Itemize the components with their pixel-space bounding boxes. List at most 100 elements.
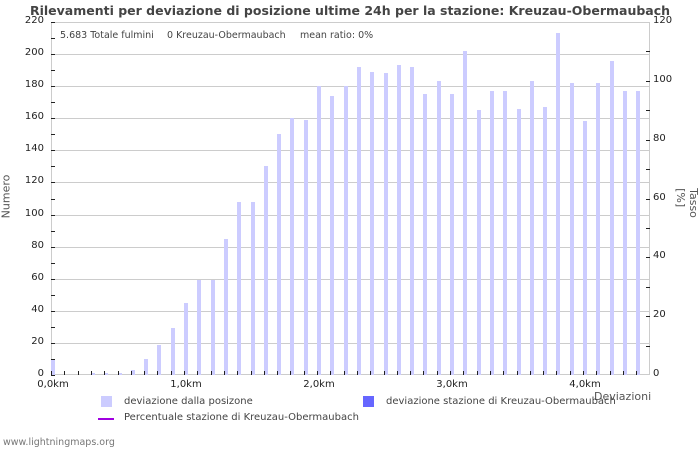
x-tick-mark	[184, 371, 185, 375]
x-tick-mark	[344, 371, 345, 375]
bar	[131, 370, 135, 375]
x-tick-mark	[623, 371, 624, 375]
bar	[251, 202, 255, 375]
bar	[317, 86, 321, 375]
y-tick-label-right: 60	[653, 192, 666, 203]
y-minor-tick	[51, 327, 55, 328]
y-minor-tick	[51, 231, 55, 232]
y-minor-tick	[51, 38, 55, 39]
bar	[423, 94, 427, 375]
bar	[477, 110, 481, 375]
x-tick-mark	[384, 371, 385, 375]
x-axis-label: Deviazioni	[594, 390, 652, 403]
y-tick-label-left: 100	[24, 208, 44, 219]
x-tick-mark	[171, 371, 172, 375]
gridline	[51, 54, 650, 55]
y-tick-label-left: 140	[24, 143, 44, 154]
bar	[211, 280, 215, 375]
x-tick-label: 1,0km	[170, 379, 202, 390]
gridline	[51, 215, 650, 216]
x-tick-mark	[556, 371, 557, 375]
x-tick-mark	[463, 371, 464, 375]
x-tick-mark	[211, 371, 212, 375]
x-tick-mark	[277, 371, 278, 375]
y-tick-mark	[51, 279, 55, 280]
x-tick-mark	[330, 371, 331, 375]
x-tick-mark	[437, 371, 438, 375]
x-tick-mark	[157, 371, 158, 375]
gridline	[51, 343, 650, 344]
y-tick-label-right: 120	[653, 15, 673, 26]
x-tick-mark	[251, 371, 252, 375]
y-tick-label-right: 20	[653, 309, 666, 320]
x-tick-mark	[131, 371, 132, 375]
y-minor-tick	[51, 102, 55, 103]
bar	[503, 91, 507, 375]
legend-swatch-station	[363, 396, 374, 407]
x-tick-mark	[104, 371, 105, 375]
y-minor-tick	[51, 134, 55, 135]
bar	[384, 73, 388, 375]
y-tick-label-left: 60	[31, 272, 44, 283]
bar	[184, 303, 188, 375]
x-tick-mark	[304, 371, 305, 375]
x-tick-mark	[224, 371, 225, 375]
y-tick-label-right: 0	[653, 368, 660, 379]
x-tick-mark	[423, 371, 424, 375]
y-tick-label-left: 180	[24, 79, 44, 90]
x-tick-mark	[357, 371, 358, 375]
y-tick-label-right: 80	[653, 133, 666, 144]
x-tick-mark	[570, 371, 571, 375]
x-tick-mark	[91, 371, 92, 375]
bar	[570, 83, 574, 375]
bar	[157, 345, 161, 375]
y-tick-label-left: 220	[24, 15, 44, 26]
bar	[224, 239, 228, 375]
y-tick-label-left: 0	[37, 368, 44, 379]
y2-tick-mark	[646, 140, 650, 141]
y2-minor-tick	[646, 346, 650, 347]
bar	[290, 118, 294, 375]
footer-credit: www.lightningmaps.org	[3, 437, 115, 448]
bar	[51, 359, 55, 375]
y-minor-tick	[51, 199, 55, 200]
chart-title: Rilevamenti per deviazione di posizione …	[29, 3, 671, 18]
y2-tick-mark	[646, 316, 650, 317]
x-tick-label: 4,0km	[569, 379, 601, 390]
x-tick-mark	[530, 371, 531, 375]
bar	[104, 373, 108, 375]
y-tick-label-left: 20	[31, 336, 44, 347]
legend-label-deviation: deviazione dalla posizone	[124, 396, 253, 407]
y-tick-label-right: 100	[653, 74, 673, 85]
x-tick-label: 3,0km	[436, 379, 468, 390]
y-tick-label-right: 40	[653, 250, 666, 261]
bar	[596, 83, 600, 375]
y-tick-mark	[51, 375, 55, 376]
bar	[463, 51, 467, 375]
bar	[410, 67, 414, 375]
mean-ratio-label: mean ratio: 0%	[300, 30, 374, 41]
x-tick-mark	[583, 371, 584, 375]
x-tick-mark	[197, 371, 198, 375]
y-tick-label-left: 80	[31, 240, 44, 251]
bar	[344, 86, 348, 375]
total-strikes-label: 5.683 Totale fulmini	[60, 30, 154, 41]
x-tick-mark	[64, 371, 65, 375]
x-tick-mark	[596, 371, 597, 375]
y-tick-mark	[51, 86, 55, 87]
bar	[171, 328, 175, 375]
x-tick-mark	[450, 371, 451, 375]
x-tick-mark	[636, 371, 637, 375]
gridline	[51, 279, 650, 280]
y-minor-tick	[51, 70, 55, 71]
bar	[304, 120, 308, 375]
y-axis-left-label: Numero	[0, 174, 13, 219]
x-tick-mark	[237, 371, 238, 375]
y-tick-mark	[51, 311, 55, 312]
y-tick-mark	[51, 247, 55, 248]
x-tick-mark	[118, 371, 119, 375]
bar	[370, 72, 374, 375]
y-tick-mark	[51, 150, 55, 151]
y2-minor-tick	[646, 169, 650, 170]
y2-tick-mark	[646, 199, 650, 200]
